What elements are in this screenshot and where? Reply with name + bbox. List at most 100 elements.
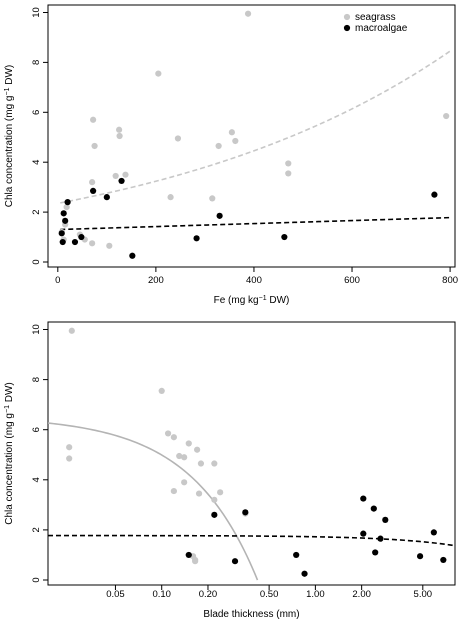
fit-line-macroalgae [60,216,451,231]
data-point-seagrass [89,179,96,186]
data-point-seagrass [211,460,218,467]
data-point-seagrass [192,558,199,565]
data-point-macroalgae [382,516,389,523]
y-tick-label: 0 [31,259,42,264]
y-tick-label: 8 [31,60,42,65]
data-point-macroalgae [377,535,384,542]
x-tick-label: 2.00 [352,589,371,600]
data-point-macroalgae [360,530,367,537]
y-tick-label: 6 [31,110,42,115]
data-point-seagrass [66,455,73,462]
data-point-seagrass [170,487,177,495]
data-point-macroalgae [231,558,239,565]
x-tick-label: 0.10 [152,589,171,600]
legend-marker-seagrass [343,13,351,21]
x-tick-label: 5.00 [414,589,433,600]
data-point-seagrass [167,194,174,201]
y-tick-label: 0 [31,577,42,582]
data-point-seagrass [176,452,183,460]
x-tick-label: 0.50 [260,589,279,600]
data-point-macroalgae [58,230,65,237]
data-point-macroalgae [242,509,249,516]
data-point-macroalgae [440,556,447,564]
data-point-macroalgae [90,187,97,194]
y-tick-label: 2 [31,209,42,214]
data-point-seagrass [217,489,224,496]
x-tick-label: 600 [344,275,360,286]
y-tick-label: 10 [31,324,42,335]
data-point-seagrass [155,70,162,77]
data-point-seagrass [244,10,252,17]
data-point-macroalgae [185,551,192,559]
data-point-macroalgae [372,549,379,556]
legend-label: seagrass [355,12,396,23]
data-point-seagrass [68,327,75,334]
data-point-macroalgae [430,529,437,536]
data-point-seagrass [158,387,165,394]
plot-frame [47,321,456,586]
x-axis-title: Fe (mg kg−1 DW) [214,295,290,307]
data-point-seagrass [194,446,201,453]
data-point-macroalgae [293,551,300,559]
panel-b: 0.05 0.10 0.20 0.50 1.00 2.00 5.00 0 2 4 6 8 10 Blade… [4,321,456,620]
data-point-seagrass [66,444,73,451]
data-point-macroalgae [370,505,377,512]
x-tick-label: 200 [148,275,164,286]
y-tick-label: 8 [31,377,42,382]
data-point-seagrass [211,496,218,503]
data-point-seagrass [106,242,113,249]
y-tick-label: 10 [31,7,42,18]
data-point-macroalgae [60,210,67,217]
data-point-seagrass [122,171,129,178]
data-point-seagrass [285,160,292,167]
data-point-seagrass [195,490,203,497]
data-point-seagrass [174,135,182,142]
y-axis-title: Chla concentration (mg g−1 DW) [4,382,16,525]
data-point-seagrass [185,440,192,447]
x-tick-label: 0 [55,275,60,286]
data-point-macroalgae [416,553,424,560]
fit-line-seagrass [60,50,451,204]
x-tick-label: 0.20 [199,589,218,600]
data-point-seagrass [197,460,205,467]
data-point-macroalgae [281,233,288,241]
data-point-seagrass [91,142,98,150]
data-point-macroalgae [193,235,200,242]
fit-line-macroalgae [48,534,455,547]
y-tick-label: 6 [31,427,42,432]
data-point-macroalgae [360,495,367,502]
x-tick-label: 800 [442,275,458,286]
fit-line-seagrass [48,422,259,581]
panel-a: 0 200 400 600 800 0 2 4 6 8 10 Fe (mg kg−1 DW) Chla … [4,4,458,307]
data-point-seagrass [89,240,96,247]
data-point-seagrass [215,142,222,150]
data-point-seagrass [164,430,172,437]
data-point-seagrass [116,132,123,140]
data-point-macroalgae [118,177,125,185]
data-point-seagrass [209,195,216,202]
data-point-seagrass [285,170,292,177]
data-point-macroalgae [71,238,79,246]
data-point-macroalgae [62,217,69,224]
data-point-seagrass [170,434,177,441]
data-point-seagrass [112,172,119,180]
data-point-macroalgae [301,570,308,577]
data-point-seagrass [181,479,188,486]
data-point-macroalgae [78,233,85,241]
data-point-macroalgae [103,194,110,201]
legend-label: macroalgae [355,23,408,34]
data-point-macroalgae [129,252,136,259]
x-tick-label: 0.05 [106,589,125,600]
y-tick-label: 4 [31,477,42,482]
y-tick-label: 4 [31,160,42,165]
x-tick-label: 400 [246,275,262,286]
data-point-seagrass [443,112,450,120]
y-tick-label: 2 [31,527,42,532]
y-axis-title: Chla concentration (mg g−1 DW) [4,65,16,208]
data-point-seagrass [232,137,239,145]
data-point-macroalgae [64,199,71,206]
data-point-seagrass [63,204,70,211]
x-axis-title: Blade thickness (mm) [203,609,299,620]
data-point-macroalgae [59,238,66,246]
